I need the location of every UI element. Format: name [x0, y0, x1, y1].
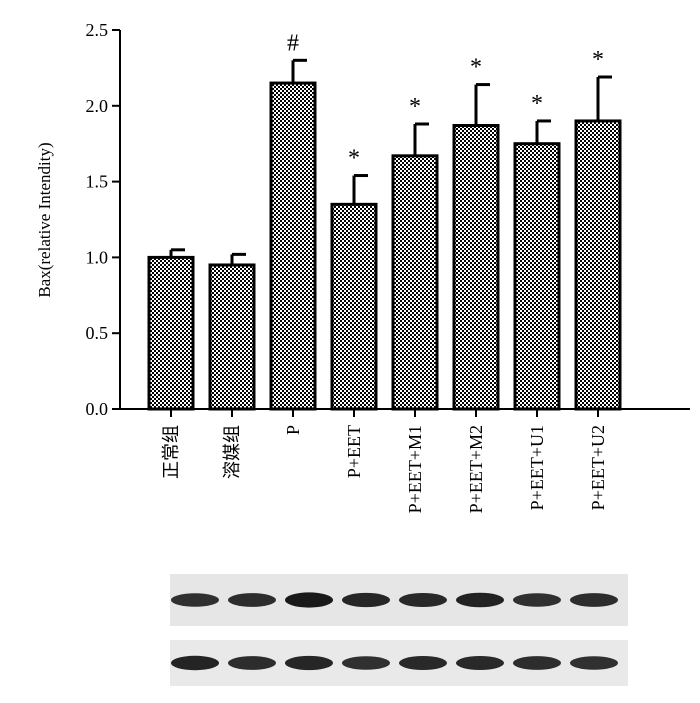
y-tick-label: 1.5	[86, 172, 109, 192]
significance-marker: *	[348, 146, 360, 172]
blot-band	[513, 593, 561, 607]
blot-band	[285, 592, 333, 608]
bars: # * * * * *	[147, 30, 622, 411]
significance-marker: *	[531, 91, 543, 117]
blot-band	[228, 656, 276, 670]
blot-band	[456, 592, 504, 608]
blot-band	[456, 656, 504, 670]
y-tick-label: 0.0	[86, 399, 109, 419]
x-tick-label: 溶媒组	[222, 425, 242, 479]
x-tick-label: P+EET+U2	[588, 425, 608, 510]
bar	[147, 255, 195, 411]
y-tick-label: 1.0	[86, 247, 109, 267]
blot-band	[342, 592, 390, 608]
y-tick-label: 2.5	[86, 20, 109, 40]
x-tick-label: 正常组	[161, 425, 181, 479]
bar	[574, 119, 622, 411]
bar	[513, 142, 561, 411]
bar	[269, 81, 317, 411]
blot-band	[228, 593, 276, 607]
x-tick-label: P+EET+M1	[405, 425, 425, 513]
x-tick-label: P	[283, 425, 303, 435]
bar	[391, 154, 439, 411]
x-tick-label: P+EET+U1	[527, 425, 547, 510]
bar	[208, 263, 256, 411]
significance-marker: *	[409, 94, 421, 120]
blot-band	[570, 656, 618, 670]
blot-band	[342, 656, 390, 670]
blot-band	[171, 655, 219, 671]
bar	[452, 124, 500, 411]
blot-band	[285, 655, 333, 671]
x-tick-label: P+EET	[344, 425, 364, 478]
blot-band	[399, 656, 447, 670]
significance-marker: #	[287, 30, 299, 56]
blot-band	[570, 593, 618, 607]
blot-band	[171, 593, 219, 607]
bar	[330, 202, 378, 411]
blot-band	[399, 593, 447, 607]
blot-band	[513, 656, 561, 670]
x-labels: 正常组 溶媒组 P P+EET P+EET+M1 P+EET+M2 P+EET+U1 P+EE…	[161, 409, 608, 513]
y-tick-label: 2.0	[86, 96, 109, 116]
significance-marker: *	[470, 55, 482, 81]
western-blot-panel	[170, 574, 628, 686]
y-axis-label: Bax(relative Intendity)	[35, 142, 54, 297]
x-tick-label: P+EET+M2	[466, 425, 486, 513]
significance-marker: *	[592, 47, 604, 73]
y-tick-label: 0.5	[86, 323, 109, 343]
y-ticks: 0.0 0.5 1.0 1.5 2.0 2.5	[86, 20, 120, 419]
